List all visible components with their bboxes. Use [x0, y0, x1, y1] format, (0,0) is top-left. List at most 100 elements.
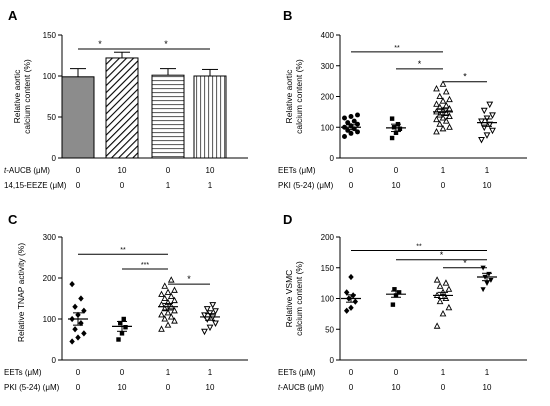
data-point	[489, 112, 496, 119]
treatment-value: 0	[166, 383, 171, 392]
data-point	[486, 101, 494, 109]
data-point	[396, 290, 402, 295]
y-tick-label: 300	[321, 62, 335, 71]
data-point	[72, 303, 78, 310]
y-axis-label-line: calcium content (%)	[294, 59, 304, 134]
data-point	[397, 126, 403, 131]
y-axis-label: Relative aorticcalcium content (%)	[12, 59, 32, 134]
data-point	[442, 88, 450, 95]
treatment-value: 0	[76, 368, 81, 377]
panel-letter: D	[283, 212, 292, 227]
data-point	[480, 287, 486, 293]
treatment-value: 10	[392, 383, 401, 392]
data-point	[390, 302, 396, 307]
data-point	[345, 127, 351, 133]
data-point	[164, 288, 172, 295]
data-point	[158, 325, 165, 332]
treatment-row-label: t-AUCB (μM)	[4, 166, 50, 175]
y-tick-label: 200	[321, 233, 335, 242]
data-point	[78, 295, 84, 302]
treatment-value: 10	[206, 383, 215, 392]
data-point	[445, 303, 453, 311]
data-point	[389, 116, 395, 121]
data-point	[206, 324, 214, 332]
y-axis-label-line: Relative aortic	[12, 69, 22, 124]
data-point	[483, 132, 491, 139]
treatment-value: 1	[166, 368, 171, 377]
y-tick-label: 50	[325, 325, 334, 334]
significance-label: *	[418, 59, 422, 69]
y-tick-label: 400	[321, 31, 335, 40]
data-point	[171, 296, 178, 304]
data-point	[355, 112, 360, 118]
data-point	[343, 289, 350, 296]
data-point	[203, 306, 211, 313]
data-point	[158, 300, 165, 308]
treatment-value: 10	[392, 181, 401, 190]
y-tick-label: 200	[43, 274, 57, 283]
data-point	[72, 326, 78, 333]
data-point	[433, 115, 440, 123]
data-point	[436, 297, 444, 305]
data-point	[345, 120, 351, 126]
significance-label: *	[463, 72, 467, 82]
data-point	[171, 286, 178, 293]
treatment-value: 1	[441, 368, 446, 377]
y-axis-label-line: calcium content (%)	[22, 59, 32, 134]
data-point	[446, 112, 453, 120]
data-point	[164, 321, 172, 328]
data-point	[348, 273, 354, 281]
data-point	[442, 279, 450, 286]
bar	[151, 74, 185, 159]
data-point	[439, 124, 447, 132]
treatment-value: 0	[441, 383, 446, 392]
data-point	[81, 307, 87, 314]
y-axis-label-line: Relative VSMC	[284, 270, 294, 328]
data-point	[439, 114, 447, 121]
treatment-value: 10	[118, 166, 127, 175]
data-point	[158, 311, 165, 318]
data-point	[343, 307, 350, 314]
significance-label: *	[440, 250, 444, 260]
data-point	[209, 302, 217, 309]
treatment-value: 1	[485, 368, 490, 377]
data-point	[352, 298, 359, 305]
treatment-label-rest: -AUCB (μM)	[6, 166, 50, 175]
treatment-label-italic: t	[4, 166, 7, 175]
data-point	[167, 276, 175, 283]
data-point	[167, 313, 175, 320]
y-tick-label: 0	[52, 356, 57, 365]
data-point	[442, 109, 450, 116]
treatment-value: 0	[76, 383, 81, 392]
data-point	[439, 97, 447, 104]
treatment-row-label: t-AUCB (μM)	[278, 383, 324, 392]
data-point	[489, 127, 496, 135]
data-point	[442, 101, 450, 109]
data-point	[69, 338, 75, 345]
data-point	[393, 130, 399, 135]
treatment-value: 0	[120, 368, 125, 377]
treatment-label-rest: -AUCB (μM)	[280, 383, 324, 392]
data-point	[348, 304, 354, 311]
treatment-value: 1	[166, 181, 171, 190]
data-point	[342, 134, 347, 139]
significance-label: *	[187, 274, 191, 284]
treatment-row-label: EETs (μM)	[278, 166, 316, 175]
data-point	[478, 118, 485, 126]
significance-label: *	[98, 39, 102, 49]
treatment-value: 0	[76, 181, 81, 190]
data-point	[201, 328, 208, 336]
panel-letter: A	[8, 8, 18, 23]
data-point	[161, 294, 169, 302]
data-point	[348, 114, 354, 119]
data-point	[445, 285, 453, 292]
data-point	[167, 292, 175, 299]
treatment-value: 10	[206, 166, 215, 175]
data-point	[203, 316, 211, 323]
y-tick-label: 150	[43, 31, 57, 40]
treatment-value: 10	[483, 383, 492, 392]
data-point	[433, 128, 440, 135]
